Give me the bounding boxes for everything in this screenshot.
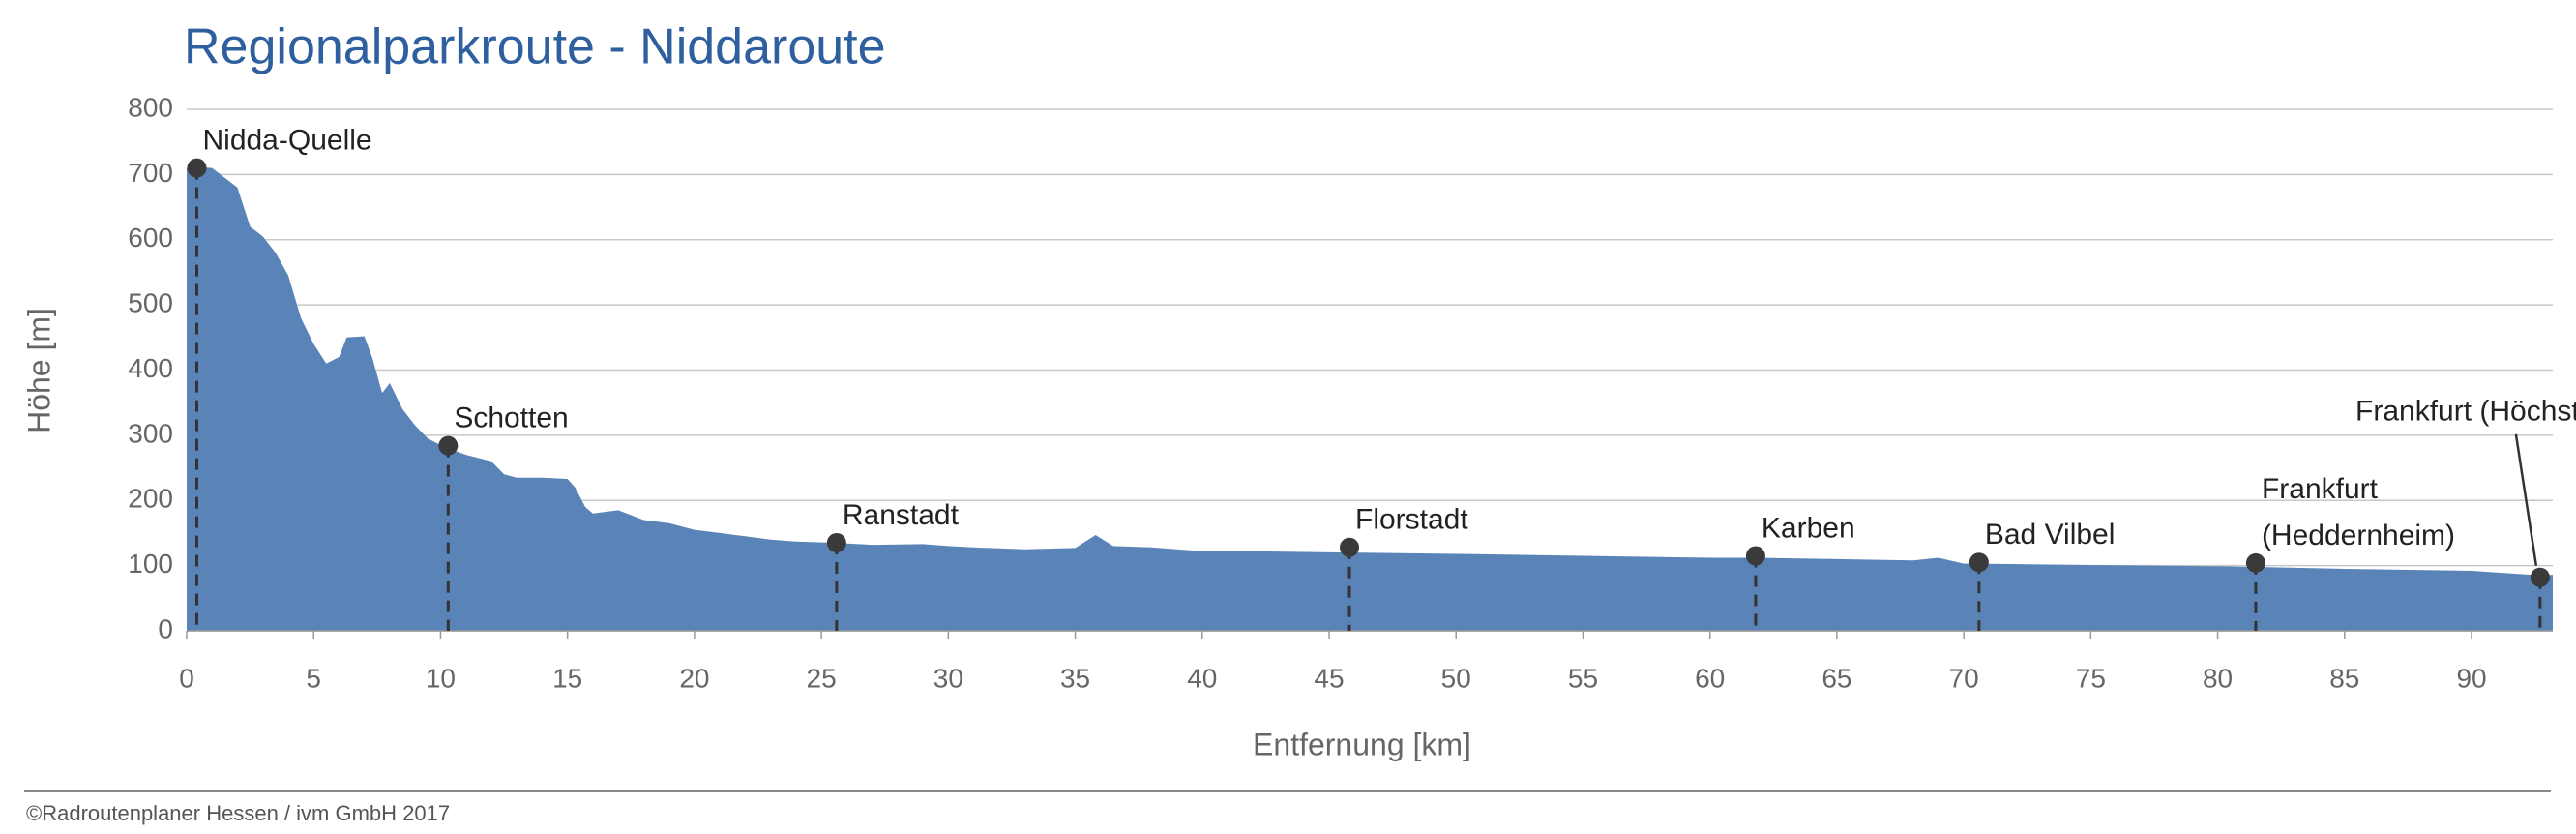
y-tick-label: 100 (128, 549, 173, 579)
marker (1340, 537, 1360, 557)
y-tick-label: 800 (128, 92, 173, 122)
x-tick-label: 65 (1821, 663, 1851, 693)
marker (1745, 546, 1765, 566)
x-tick-label: 45 (1314, 663, 1344, 693)
annotation-label: Florstadt (1355, 504, 1468, 536)
x-tick-label: 90 (2456, 663, 2486, 693)
x-tick-label: 85 (2329, 663, 2359, 693)
annotation-label: Frankfurt (2262, 473, 2379, 505)
y-tick-label: 600 (128, 223, 173, 253)
x-tick-label: 55 (1568, 663, 1598, 693)
x-axis-title: Entfernung [km] (1253, 727, 1471, 761)
footer: ©Radroutenplaner Hessen / ivm GmbH 2017 (26, 801, 450, 825)
marker (438, 435, 459, 456)
chart-title: Regionalparkroute - Niddaroute (184, 19, 886, 75)
x-tick-label: 75 (2076, 663, 2106, 693)
y-tick-label: 400 (128, 353, 173, 383)
y-tick-label: 500 (128, 288, 173, 318)
x-tick-label: 70 (1949, 663, 1979, 693)
marker (826, 533, 846, 553)
annotation-label: Bad Vilbel (1985, 519, 2116, 551)
marker (2245, 552, 2265, 573)
x-tick-label: 35 (1060, 663, 1090, 693)
annotation-label: (Heddernheim) (2262, 520, 2455, 551)
annotation-label: Ranstadt (843, 499, 960, 531)
y-tick-label: 300 (128, 418, 173, 448)
x-tick-label: 80 (2203, 663, 2233, 693)
annotation-label: Karben (1762, 512, 1855, 544)
x-tick-label: 20 (679, 663, 709, 693)
x-tick-label: 5 (306, 663, 321, 693)
y-tick-label: 0 (158, 613, 173, 643)
annotation-label: Frankfurt (Höchst) (2355, 396, 2576, 428)
y-axis-title: Höhe [m] (21, 308, 56, 433)
y-tick-label: 700 (128, 158, 173, 188)
elevation-area (187, 166, 2553, 632)
y-tick-label: 200 (128, 484, 173, 514)
x-tick-label: 0 (179, 663, 194, 693)
x-tick-label: 30 (933, 663, 963, 693)
marker (187, 158, 207, 178)
annotation-label: Nidda-Quelle (202, 125, 371, 157)
x-tick-label: 40 (1187, 663, 1217, 693)
annotation-label: Schotten (454, 402, 568, 434)
marker (2530, 567, 2550, 587)
x-tick-label: 10 (426, 663, 456, 693)
marker (1969, 552, 1989, 573)
x-tick-label: 60 (1695, 663, 1725, 693)
leader-line (2514, 433, 2538, 566)
x-tick-label: 50 (1441, 663, 1471, 693)
x-tick-label: 25 (807, 663, 837, 693)
x-tick-label: 15 (552, 663, 582, 693)
